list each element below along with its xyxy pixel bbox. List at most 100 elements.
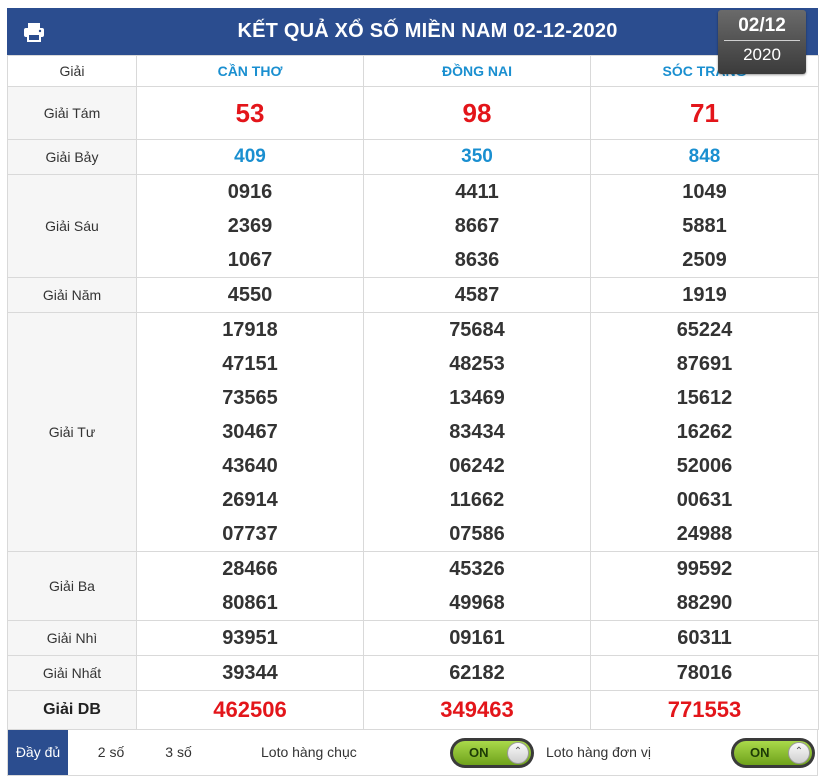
prize-value: 09161	[363, 620, 591, 656]
prize-value: 45326 49968	[363, 551, 591, 621]
prize-number: 39344	[222, 662, 278, 684]
prize-value: 28466 80861	[136, 551, 364, 621]
results-panel: KẾT QUẢ XỔ SỐ MIỀN NAM 02-12-2020 02/12 …	[7, 8, 819, 776]
prize-number: 93951	[222, 627, 278, 649]
prize-label: Giải Ba	[7, 551, 137, 621]
toggle-on-text: ON	[750, 745, 770, 760]
prize-number: 848	[688, 146, 721, 167]
prize-column-header: Giải	[7, 55, 137, 87]
prize-number: 88290	[676, 592, 733, 614]
special-prize-number: 462506	[213, 697, 287, 722]
table-row: Giải Sáu 0916 2369 1067 4411 8667 8636 1…	[7, 174, 819, 278]
prize-number: 1067	[227, 249, 273, 271]
tab-3-digits[interactable]: 3 số	[165, 744, 192, 760]
province-can-tho[interactable]: CẦN THƠ	[136, 55, 364, 87]
prize-number: 15612	[676, 387, 733, 409]
table-header-row: Giải CẦN THƠ ĐỒNG NAI SÓC TRĂNG	[7, 55, 819, 87]
tab-full[interactable]: Đầy đủ	[8, 730, 68, 775]
toggle-knob-icon: ⌃	[788, 742, 810, 764]
prize-number: 09161	[449, 627, 505, 649]
prize-value: 53	[136, 86, 364, 140]
prize-number: 80861	[222, 592, 278, 614]
prize-number: 4411	[455, 181, 499, 203]
prize-label: Giải Bảy	[7, 139, 137, 175]
prize-value: 4411 8667 8636	[363, 174, 591, 278]
prize-number: 28466	[222, 558, 278, 580]
prize-number: 65224	[676, 319, 733, 341]
prize-number: 07586	[449, 523, 505, 545]
prize-number: 409	[234, 146, 266, 167]
table-row: Giải Tư 17918 47151 73565 30467 43640 26…	[7, 312, 819, 552]
prize-value: 349463	[363, 690, 591, 730]
prize-number: 45326	[449, 558, 505, 580]
table-row: Giải Ba 28466 80861 45326 49968 99592 88…	[7, 551, 819, 621]
results-header: KẾT QUẢ XỔ SỐ MIỀN NAM 02-12-2020	[7, 8, 818, 55]
table-row: Giải Năm 4550 4587 1919	[7, 277, 819, 313]
loto-tens-toggle[interactable]: ON ⌃	[450, 738, 534, 768]
prize-value: 4550	[136, 277, 364, 313]
prize-number: 62182	[449, 662, 505, 684]
prize-number: 43640	[222, 455, 278, 477]
loto-tens-label: Loto hàng chục	[261, 744, 357, 760]
prize-value: 1919	[590, 277, 819, 313]
table-row: Giải Tám 53 98 71	[7, 86, 819, 140]
prize-value: 98	[363, 86, 591, 140]
prize-value: 99592 88290	[590, 551, 819, 621]
results-table: Giải CẦN THƠ ĐỒNG NAI SÓC TRĂNG Giải Tám…	[7, 55, 819, 730]
prize-number: 83434	[449, 421, 505, 443]
prize-value: 771553	[590, 690, 819, 730]
loto-units-label: Loto hàng đơn vị	[546, 744, 651, 760]
province-dong-nai[interactable]: ĐỒNG NAI	[363, 55, 591, 87]
prize-label: Giải Sáu	[7, 174, 137, 278]
prize-number: 11662	[449, 489, 505, 511]
prize-value: 848	[590, 139, 819, 175]
prize-number: 75684	[449, 319, 505, 341]
prize-value: 350	[363, 139, 591, 175]
prize-number: 47151	[222, 353, 278, 375]
prize-number: 8636	[454, 249, 500, 271]
prize-number: 73565	[222, 387, 278, 409]
prize-value: 62182	[363, 655, 591, 691]
prize-number: 5881	[682, 215, 727, 237]
prize-number: 78016	[676, 662, 733, 684]
prize-number: 98	[462, 98, 492, 128]
prize-number: 24988	[676, 523, 733, 545]
prize-number: 52006	[676, 455, 733, 477]
toggle-knob-icon: ⌃	[507, 742, 529, 764]
prize-number: 71	[690, 98, 719, 128]
prize-value: 65224 87691 15612 16262 52006 00631 2498…	[590, 312, 819, 552]
prize-number: 16262	[676, 421, 733, 443]
prize-number: 8667	[454, 215, 500, 237]
prize-number: 1919	[682, 284, 727, 306]
prize-number: 13469	[449, 387, 505, 409]
prize-number: 07737	[222, 523, 278, 545]
prize-label: Giải Năm	[7, 277, 137, 313]
prize-label-special: Giải DB	[7, 690, 137, 730]
loto-units-toggle[interactable]: ON ⌃	[731, 738, 815, 768]
prize-number: 1049	[682, 181, 727, 203]
prize-number: 30467	[222, 421, 278, 443]
prize-number: 53	[235, 98, 265, 128]
prize-value: 71	[590, 86, 819, 140]
tab-2-digits[interactable]: 2 số	[97, 744, 125, 760]
special-prize-number: 771553	[667, 697, 742, 722]
special-prize-number: 349463	[440, 697, 514, 722]
prize-value: 409	[136, 139, 364, 175]
prize-label: Giải Nhì	[7, 620, 137, 656]
prize-number: 06242	[449, 455, 505, 477]
prize-number: 26914	[222, 489, 278, 511]
prize-number: 4550	[227, 284, 273, 306]
table-row: Giải DB 462506 349463 771553	[7, 690, 819, 730]
table-row: Giải Nhất 39344 62182 78016	[7, 655, 819, 691]
printer-icon[interactable]	[23, 22, 45, 42]
prize-label: Giải Tư	[7, 312, 137, 552]
prize-value: 0916 2369 1067	[136, 174, 364, 278]
prize-number: 49968	[449, 592, 505, 614]
results-footer: Đầy đủ 2 số 3 số Loto hàng chục ON ⌃ Lot…	[7, 730, 818, 776]
date-year: 2020	[743, 45, 781, 64]
prize-value: 4587	[363, 277, 591, 313]
prize-number: 0916	[227, 181, 273, 203]
prize-label: Giải Nhất	[7, 655, 137, 691]
prize-number: 87691	[676, 353, 733, 375]
toggle-on-text: ON	[469, 745, 489, 760]
